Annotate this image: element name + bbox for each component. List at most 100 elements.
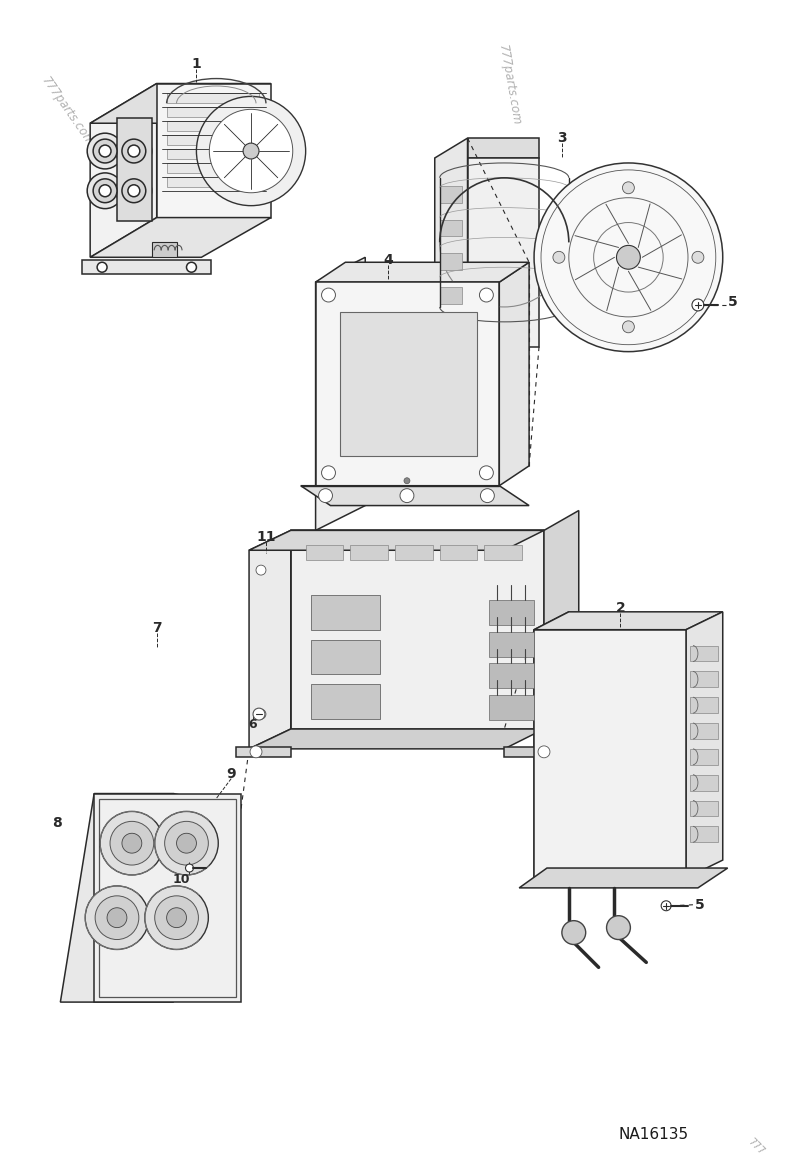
Polygon shape <box>310 684 380 720</box>
Polygon shape <box>117 118 152 220</box>
Polygon shape <box>434 138 467 367</box>
Circle shape <box>692 299 704 311</box>
Circle shape <box>128 145 140 157</box>
Circle shape <box>322 288 335 302</box>
Circle shape <box>622 321 634 333</box>
Polygon shape <box>341 312 478 456</box>
Circle shape <box>122 833 142 853</box>
Polygon shape <box>690 775 718 791</box>
Polygon shape <box>249 531 290 749</box>
Polygon shape <box>94 793 241 809</box>
Circle shape <box>87 173 123 209</box>
Polygon shape <box>90 83 157 258</box>
Polygon shape <box>395 545 433 560</box>
Polygon shape <box>544 511 578 729</box>
Circle shape <box>562 921 586 945</box>
Polygon shape <box>490 663 534 688</box>
Polygon shape <box>236 747 290 757</box>
Polygon shape <box>306 545 343 560</box>
Polygon shape <box>90 83 271 123</box>
Polygon shape <box>166 94 259 103</box>
Circle shape <box>250 745 262 758</box>
Polygon shape <box>166 108 259 117</box>
Circle shape <box>692 251 704 264</box>
Polygon shape <box>166 149 259 159</box>
Polygon shape <box>315 258 366 531</box>
Circle shape <box>93 179 117 203</box>
Circle shape <box>481 489 494 503</box>
Polygon shape <box>504 747 559 757</box>
Polygon shape <box>166 177 259 186</box>
Polygon shape <box>82 260 211 274</box>
Text: 11: 11 <box>256 531 276 544</box>
Polygon shape <box>534 629 686 883</box>
Circle shape <box>122 179 146 203</box>
Polygon shape <box>440 287 462 304</box>
Polygon shape <box>519 868 728 888</box>
Circle shape <box>100 811 164 875</box>
Circle shape <box>154 811 218 875</box>
Polygon shape <box>690 800 718 817</box>
Text: 5: 5 <box>728 295 738 309</box>
Circle shape <box>186 864 194 872</box>
Circle shape <box>154 895 198 940</box>
Polygon shape <box>485 545 522 560</box>
Text: 2: 2 <box>615 601 626 615</box>
Circle shape <box>622 182 634 193</box>
Circle shape <box>86 886 149 949</box>
Circle shape <box>116 134 152 169</box>
Polygon shape <box>315 263 529 282</box>
Polygon shape <box>686 612 722 878</box>
Text: 9: 9 <box>226 766 236 781</box>
Circle shape <box>177 833 197 853</box>
Circle shape <box>165 822 208 865</box>
Circle shape <box>479 465 494 479</box>
Polygon shape <box>690 723 718 738</box>
Polygon shape <box>157 83 271 218</box>
Polygon shape <box>249 729 544 749</box>
Polygon shape <box>440 219 462 237</box>
Circle shape <box>122 139 146 163</box>
Circle shape <box>404 478 410 484</box>
Polygon shape <box>290 531 544 729</box>
Polygon shape <box>690 672 718 687</box>
Polygon shape <box>490 695 534 720</box>
Text: 6: 6 <box>249 717 258 730</box>
Text: 777parts.com: 777parts.com <box>38 74 96 149</box>
Circle shape <box>400 489 414 503</box>
Polygon shape <box>440 545 478 560</box>
Polygon shape <box>166 135 259 145</box>
Circle shape <box>99 145 111 157</box>
Polygon shape <box>467 158 539 347</box>
Circle shape <box>116 173 152 209</box>
Polygon shape <box>440 186 462 203</box>
Circle shape <box>256 565 266 575</box>
Polygon shape <box>440 253 462 271</box>
Polygon shape <box>534 612 722 629</box>
Polygon shape <box>152 243 177 258</box>
Circle shape <box>87 134 123 169</box>
Polygon shape <box>499 263 529 485</box>
Polygon shape <box>166 163 259 173</box>
Polygon shape <box>60 793 174 1002</box>
Circle shape <box>93 139 117 163</box>
Polygon shape <box>690 749 718 765</box>
Polygon shape <box>534 612 569 883</box>
Circle shape <box>95 895 139 940</box>
Polygon shape <box>690 697 718 713</box>
Text: 5: 5 <box>695 898 705 912</box>
Text: 4: 4 <box>383 253 393 267</box>
Circle shape <box>256 709 266 720</box>
Text: 8: 8 <box>53 817 62 830</box>
Text: NA16135: NA16135 <box>618 1126 689 1142</box>
Polygon shape <box>94 793 241 1002</box>
Circle shape <box>553 251 565 264</box>
Circle shape <box>322 465 335 479</box>
Circle shape <box>110 822 154 865</box>
Polygon shape <box>301 485 529 505</box>
Polygon shape <box>249 531 544 550</box>
Text: 3: 3 <box>557 131 566 145</box>
Text: 10: 10 <box>173 873 190 886</box>
Polygon shape <box>490 632 534 656</box>
Circle shape <box>617 245 640 270</box>
